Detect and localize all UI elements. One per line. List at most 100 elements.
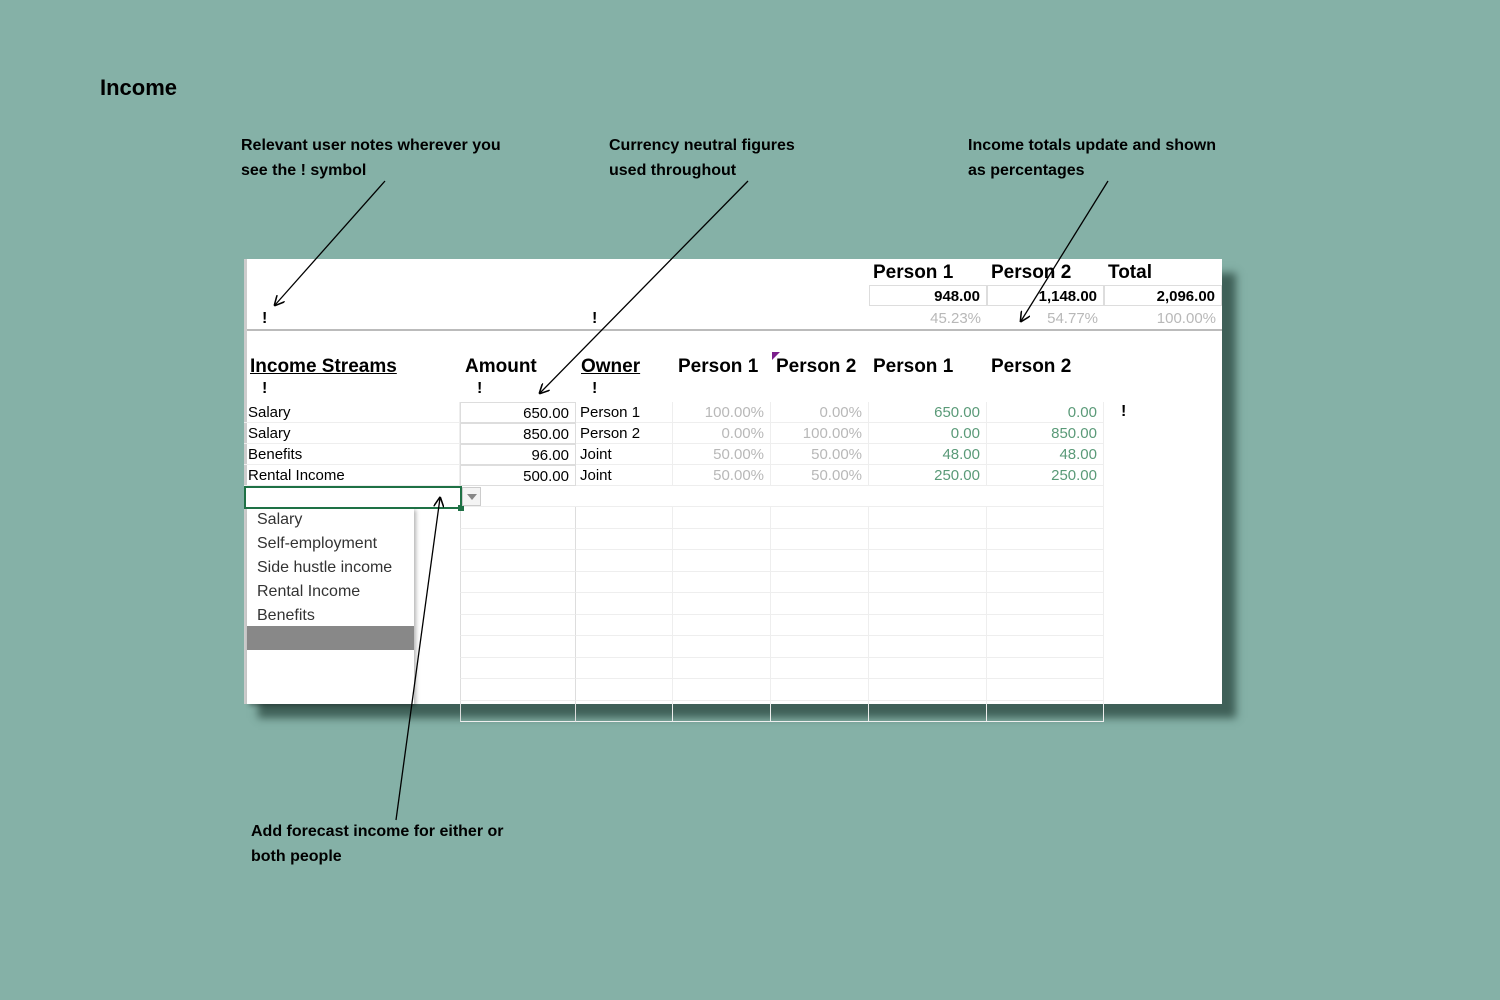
empty-cell[interactable] xyxy=(673,528,771,550)
empty-cell[interactable] xyxy=(771,550,869,572)
empty-cell[interactable] xyxy=(460,571,576,593)
income-type-dropdown[interactable]: Salary Self-employment Side hustle incom… xyxy=(247,508,414,704)
empty-cell[interactable] xyxy=(771,700,869,722)
table-cell[interactable]: 850.00 xyxy=(460,423,576,444)
table-cell[interactable]: Joint xyxy=(576,444,673,465)
dropdown-toggle-button[interactable] xyxy=(462,487,481,506)
empty-cell[interactable] xyxy=(869,636,987,658)
empty-cell[interactable] xyxy=(869,507,987,529)
empty-cell[interactable] xyxy=(987,679,1104,701)
empty-cell[interactable] xyxy=(673,507,771,529)
table-cell[interactable]: 250.00 xyxy=(869,465,987,486)
note-marker[interactable]: ! xyxy=(262,310,268,327)
empty-cell[interactable] xyxy=(460,636,576,658)
empty-cell[interactable] xyxy=(460,550,576,572)
note-marker[interactable]: ! xyxy=(477,380,483,397)
table-cell[interactable]: 100.00% xyxy=(673,402,771,423)
empty-cell[interactable] xyxy=(673,700,771,722)
table-cell[interactable]: 48.00 xyxy=(987,444,1104,465)
empty-cell[interactable] xyxy=(987,700,1104,722)
table-cell[interactable]: Person 1 xyxy=(576,402,673,423)
empty-cell[interactable] xyxy=(576,571,673,593)
dropdown-option[interactable]: Side hustle income xyxy=(257,559,393,576)
empty-cell[interactable] xyxy=(869,528,987,550)
table-cell[interactable]: 100.00% xyxy=(771,423,869,444)
empty-cell[interactable] xyxy=(460,657,576,679)
empty-cell[interactable] xyxy=(576,614,673,636)
empty-cell[interactable] xyxy=(771,571,869,593)
empty-cell[interactable] xyxy=(576,593,673,615)
empty-cell[interactable] xyxy=(673,679,771,701)
empty-cell[interactable] xyxy=(673,614,771,636)
empty-cell[interactable] xyxy=(771,679,869,701)
table-cell[interactable]: Salary xyxy=(244,402,460,423)
empty-cell[interactable] xyxy=(987,528,1104,550)
table-cell[interactable]: Benefits xyxy=(244,444,460,465)
table-cell[interactable]: 50.00% xyxy=(673,465,771,486)
empty-cell[interactable] xyxy=(673,636,771,658)
empty-cell[interactable] xyxy=(987,571,1104,593)
empty-cell[interactable] xyxy=(673,593,771,615)
table-cell[interactable]: 650.00 xyxy=(460,402,576,423)
empty-cell[interactable] xyxy=(460,528,576,550)
dropdown-option[interactable]: Benefits xyxy=(257,607,315,624)
empty-cell[interactable] xyxy=(460,507,576,529)
table-cell[interactable]: Person 2 xyxy=(576,423,673,444)
empty-cell[interactable] xyxy=(771,507,869,529)
summary-pct-person2[interactable]: 54.77% xyxy=(1047,310,1098,327)
empty-cell[interactable] xyxy=(576,528,673,550)
empty-cell[interactable] xyxy=(576,507,673,529)
table-cell[interactable]: 0.00 xyxy=(987,402,1104,423)
dropdown-option[interactable]: Self-employment xyxy=(257,535,378,552)
summary-pct-person1[interactable]: 45.23% xyxy=(930,310,981,327)
empty-cell[interactable] xyxy=(576,636,673,658)
table-cell[interactable]: 850.00 xyxy=(987,423,1104,444)
empty-cell[interactable] xyxy=(987,636,1104,658)
empty-cell[interactable] xyxy=(460,593,576,615)
empty-cell[interactable] xyxy=(576,657,673,679)
empty-row[interactable] xyxy=(244,486,1104,507)
empty-cell[interactable] xyxy=(869,614,987,636)
empty-cell[interactable] xyxy=(771,614,869,636)
empty-cell[interactable] xyxy=(869,550,987,572)
note-marker[interactable]: ! xyxy=(592,310,598,327)
table-cell[interactable]: 250.00 xyxy=(987,465,1104,486)
empty-cell[interactable] xyxy=(460,679,576,701)
note-marker[interactable]: ! xyxy=(262,380,268,397)
note-marker[interactable]: ! xyxy=(592,380,598,397)
empty-cell[interactable] xyxy=(987,657,1104,679)
summary-pct-total[interactable]: 100.00% xyxy=(1156,310,1216,327)
table-cell[interactable]: Salary xyxy=(244,423,460,444)
empty-cell[interactable] xyxy=(460,700,576,722)
empty-cell[interactable] xyxy=(869,679,987,701)
dropdown-option-highlighted[interactable] xyxy=(247,626,414,650)
comment-marker[interactable] xyxy=(772,352,780,360)
table-cell[interactable]: 50.00% xyxy=(771,444,869,465)
table-cell[interactable]: 650.00 xyxy=(869,402,987,423)
empty-cell[interactable] xyxy=(869,657,987,679)
empty-cell[interactable] xyxy=(869,571,987,593)
fill-handle[interactable] xyxy=(458,505,464,511)
table-cell[interactable]: Rental Income xyxy=(244,465,460,486)
table-cell[interactable]: 50.00% xyxy=(771,465,869,486)
empty-cell[interactable] xyxy=(771,528,869,550)
table-cell[interactable]: 0.00% xyxy=(673,423,771,444)
empty-cell[interactable] xyxy=(987,593,1104,615)
table-cell[interactable]: 50.00% xyxy=(673,444,771,465)
selected-cell[interactable] xyxy=(244,486,462,509)
empty-cell[interactable] xyxy=(771,593,869,615)
summary-amount-total[interactable]: 2,096.00 xyxy=(1104,285,1222,306)
table-cell[interactable]: Joint xyxy=(576,465,673,486)
table-cell[interactable]: 0.00% xyxy=(771,402,869,423)
empty-cell[interactable] xyxy=(673,550,771,572)
empty-cell[interactable] xyxy=(576,700,673,722)
table-cell[interactable]: 48.00 xyxy=(869,444,987,465)
empty-cell[interactable] xyxy=(771,657,869,679)
table-cell[interactable]: 96.00 xyxy=(460,444,576,465)
summary-amount-person1[interactable]: 948.00 xyxy=(869,285,987,306)
table-cell[interactable]: 0.00 xyxy=(869,423,987,444)
note-marker[interactable]: ! xyxy=(1121,403,1127,420)
empty-cell[interactable] xyxy=(673,657,771,679)
empty-cell[interactable] xyxy=(987,614,1104,636)
empty-cell[interactable] xyxy=(869,593,987,615)
